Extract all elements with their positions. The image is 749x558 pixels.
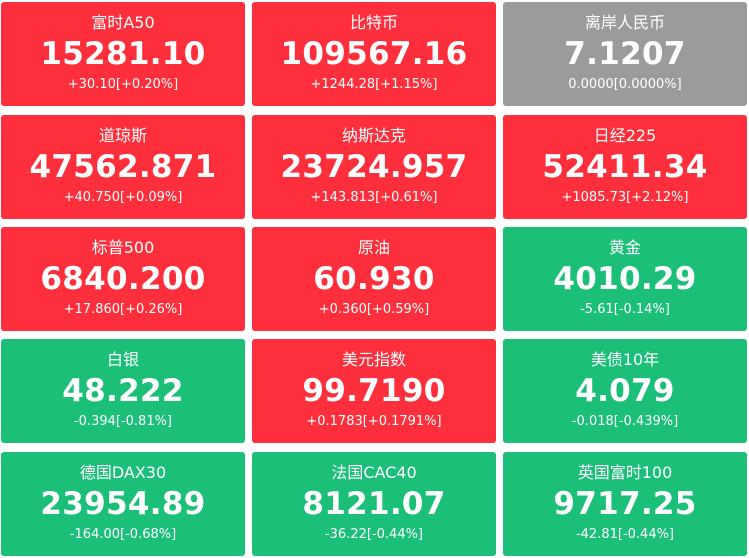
tile-offshore-cny[interactable]: 离岸人民币 7.1207 0.0000[0.0000%]	[503, 2, 747, 106]
tile-price: 8121.07	[302, 486, 446, 522]
tile-name: 美债10年	[590, 350, 660, 369]
tile-change: +0.1783[+0.1791%]	[306, 414, 442, 429]
tile-change: +40.750[+0.09%]	[63, 190, 183, 205]
tile-price: 52411.34	[542, 149, 708, 185]
tile-nikkei-225[interactable]: 日经225 52411.34 +1085.73[+2.12%]	[503, 115, 747, 219]
tile-price: 23954.89	[40, 486, 206, 522]
tile-price: 23724.957	[280, 149, 468, 185]
tile-price: 15281.10	[40, 36, 206, 72]
tile-change: +0.360[+0.59%]	[318, 302, 430, 317]
tile-name: 德国DAX30	[79, 463, 167, 482]
tile-price: 47562.871	[29, 149, 217, 185]
tile-name: 标普500	[91, 238, 155, 257]
tile-price: 9717.25	[553, 486, 697, 522]
tile-change: +30.10[+0.20%]	[67, 77, 179, 92]
tile-name: 黄金	[608, 238, 641, 257]
tile-dollar-index[interactable]: 美元指数 99.7190 +0.1783[+0.1791%]	[252, 339, 496, 443]
tile-sp500[interactable]: 标普500 6840.200 +17.860[+0.26%]	[1, 227, 245, 331]
tile-name: 白银	[106, 350, 139, 369]
tile-ftse-a50[interactable]: 富时A50 15281.10 +30.10[+0.20%]	[1, 2, 245, 106]
tile-crude-oil[interactable]: 原油 60.930 +0.360[+0.59%]	[252, 227, 496, 331]
tile-change: -42.81[-0.44%]	[575, 527, 675, 542]
tile-price: 7.1207	[564, 36, 686, 72]
tile-cac40[interactable]: 法国CAC40 8121.07 -36.22[-0.44%]	[252, 452, 496, 556]
tile-price: 48.222	[62, 373, 184, 409]
tile-name: 法国CAC40	[331, 463, 417, 482]
tile-change: +1085.73[+2.12%]	[561, 190, 689, 205]
tile-change: +1244.28[+1.15%]	[310, 77, 438, 92]
tile-name: 比特币	[349, 13, 398, 32]
tile-name: 道琼斯	[98, 126, 147, 145]
tile-price: 99.7190	[302, 373, 446, 409]
tile-price: 60.930	[313, 261, 435, 297]
tile-name: 纳斯达克	[341, 126, 406, 145]
tile-name: 富时A50	[91, 13, 155, 32]
tile-us-10y-treasury[interactable]: 美债10年 4.079 -0.018[-0.439%]	[503, 339, 747, 443]
tile-change: -36.22[-0.44%]	[324, 527, 424, 542]
tile-change: -0.018[-0.439%]	[571, 414, 679, 429]
tile-name: 英国富时100	[577, 463, 673, 482]
tile-price: 4.079	[575, 373, 675, 409]
tile-change: -164.00[-0.68%]	[69, 527, 177, 542]
tile-dow-jones[interactable]: 道琼斯 47562.871 +40.750[+0.09%]	[1, 115, 245, 219]
tile-change: 0.0000[0.0000%]	[568, 77, 682, 92]
tile-name: 美元指数	[341, 350, 406, 369]
tile-change: +17.860[+0.26%]	[63, 302, 183, 317]
tile-silver[interactable]: 白银 48.222 -0.394[-0.81%]	[1, 339, 245, 443]
tile-gold[interactable]: 黄金 4010.29 -5.61[-0.14%]	[503, 227, 747, 331]
tile-nasdaq[interactable]: 纳斯达克 23724.957 +143.813[+0.61%]	[252, 115, 496, 219]
tile-ftse-100[interactable]: 英国富时100 9717.25 -42.81[-0.44%]	[503, 452, 747, 556]
tile-change: -0.394[-0.81%]	[73, 414, 173, 429]
tile-dax30[interactable]: 德国DAX30 23954.89 -164.00[-0.68%]	[1, 452, 245, 556]
tile-bitcoin[interactable]: 比特币 109567.16 +1244.28[+1.15%]	[252, 2, 496, 106]
tile-price: 4010.29	[553, 261, 697, 297]
tile-change: +143.813[+0.61%]	[310, 190, 438, 205]
tile-name: 日经225	[593, 126, 657, 145]
tile-name: 原油	[357, 238, 390, 257]
tile-change: -5.61[-0.14%]	[580, 302, 670, 317]
tile-name: 离岸人民币	[584, 13, 665, 32]
tile-price: 109567.16	[280, 36, 468, 72]
tile-price: 6840.200	[40, 261, 206, 297]
